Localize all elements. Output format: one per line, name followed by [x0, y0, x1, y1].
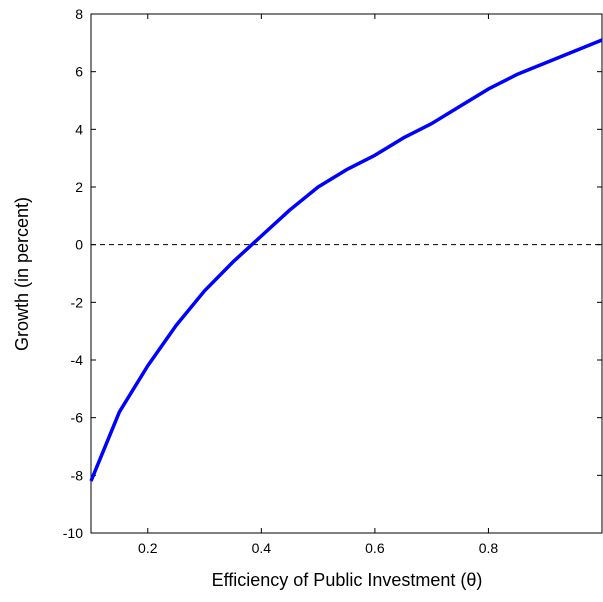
y-tick-label: 2	[75, 179, 83, 195]
y-tick-label: 0	[75, 237, 83, 253]
y-tick-label: 8	[75, 6, 83, 22]
x-tick-label: 0.6	[365, 540, 385, 556]
y-tick-label: -4	[71, 352, 84, 368]
y-tick-label: 4	[75, 121, 83, 137]
y-tick-label: -10	[63, 525, 83, 541]
x-axis-title: Efficiency of Public Investment (θ)	[212, 570, 483, 590]
y-tick-label: -8	[71, 467, 84, 483]
x-tick-label: 0.2	[138, 540, 158, 556]
line	[89, 38, 603, 482]
x-tick-label: 0.4	[252, 540, 272, 556]
plot-frame	[90, 13, 603, 534]
y-tick-label: -2	[71, 294, 84, 310]
x-tick-label: 0.8	[479, 540, 499, 556]
y-tick-label: -6	[71, 410, 84, 426]
y-axis-title: Growth (in percent)	[12, 197, 32, 351]
y-tick-label: 6	[75, 64, 83, 80]
